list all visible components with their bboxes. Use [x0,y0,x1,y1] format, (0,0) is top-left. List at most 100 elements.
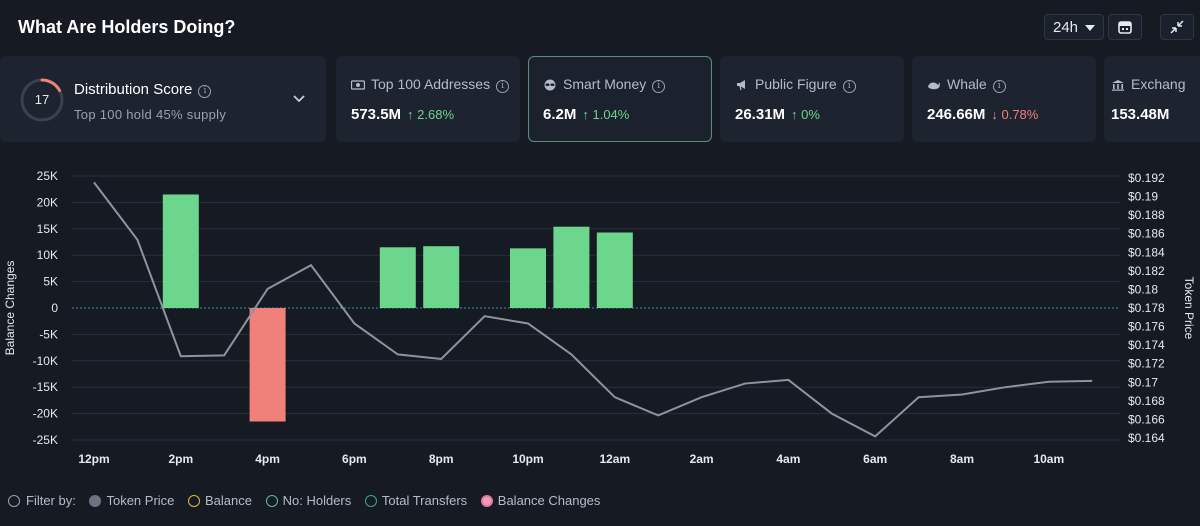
x-tick-label: 6am [863,452,887,466]
filter-label: Filter by: [8,493,76,508]
right-tick-label: $0.17 [1128,375,1158,389]
glasses-icon [544,79,556,91]
card-whale[interactable]: Whale i 246.66M ↓ 0.78% [912,56,1096,142]
right-tick-label: $0.174 [1128,338,1165,352]
time-range-value: 24h [1053,19,1079,36]
bank-icon [1112,80,1124,91]
distribution-score-card[interactable]: 17 Distribution Score i Top 100 hold 45% … [0,56,326,142]
left-tick-label: -10K [33,354,58,368]
x-tick-label: 10am [1033,452,1064,466]
left-tick-label: 0 [51,301,58,315]
x-tick-label: 8pm [429,452,454,466]
left-tick-label: -25K [33,433,58,447]
card-label: Smart Money i [543,76,666,93]
card-value: 573.5M ↑ 2.68% [351,106,455,123]
calendar-button[interactable] [1108,14,1142,40]
info-icon[interactable]: i [842,80,856,93]
x-tick-label: 12pm [78,452,109,466]
holder-category-cards: 17 Distribution Score i Top 100 hold 45% … [0,56,1200,142]
info-icon[interactable]: i [652,80,666,93]
megaphone-icon [737,80,745,91]
card-label: Top 100 Addresses i [350,76,510,93]
card-change: ↑ 2.68% [407,107,455,122]
card-exchange[interactable]: Exchang 153.48M [1104,56,1200,142]
card-value: 153.48M [1111,106,1170,123]
positive-bar [596,232,633,308]
card-value: 246.66M ↓ 0.78% [927,106,1039,123]
x-tick-label: 12am [599,452,630,466]
legend-item-holders[interactable]: No: Holders [265,493,351,508]
left-tick-label: -5K [39,327,58,341]
x-tick-label: 10pm [512,452,543,466]
legend-dot [89,495,102,507]
right-axis-ticks: $0.192 $0.19 $0.188 $0.186 $0.184 $0.182 $0.18… [1128,171,1165,445]
card-value: 6.2M ↑ 1.04% [543,106,630,123]
right-tick-label: $0.166 [1128,412,1165,426]
negative-bar [249,308,286,422]
positive-bar [423,246,460,308]
card-top-100-addresses[interactable]: Top 100 Addresses i 573.5M ↑ 2.68% [336,56,520,142]
info-icon[interactable]: i [992,80,1006,93]
right-tick-label: $0.178 [1128,301,1165,315]
chevron-down-icon [1085,25,1095,31]
legend-dot [265,495,278,507]
left-tick-label: -20K [33,407,58,421]
left-tick-label: 15K [37,222,58,236]
price-polyline [93,181,1093,438]
collapse-icon [1170,20,1184,34]
right-axis-title: Token Price [1182,277,1196,340]
left-tick-label: 20K [37,195,58,209]
legend-dot [188,495,201,507]
card-smart-money[interactable]: Smart Money i 6.2M ↑ 1.04% [528,56,712,142]
left-tick-label: -15K [33,380,58,394]
right-tick-label: $0.168 [1128,394,1165,408]
chevron-down-icon[interactable] [293,95,305,103]
x-tick-label: 2am [690,452,714,466]
header: What Are Holders Doing? 24h [18,14,1194,42]
left-axis-title: Balance Changes [3,261,17,356]
filter-icon [8,495,20,507]
info-icon[interactable]: i [198,85,212,98]
x-tick-label: 2pm [168,452,193,466]
card-label: Exchang [1111,76,1185,92]
distribution-score-label: Distribution Score i [74,81,212,98]
chart-legend: Filter by: Token Price Balance No: Holde… [8,493,610,508]
legend-item-token-price[interactable]: Token Price [89,493,174,508]
x-axis-labels: 12pm 2pm 4pm 6pm 8pm 10pm 12am 2am 4am 6am 8am 10am [78,452,1064,466]
legend-dot [480,495,493,507]
collapse-button[interactable] [1160,14,1194,40]
distribution-score-value: 17 [34,92,50,107]
right-tick-label: $0.184 [1128,245,1165,259]
page-title: What Are Holders Doing? [18,17,236,37]
right-tick-label: $0.176 [1128,320,1165,334]
legend-item-balance-changes[interactable]: Balance Changes [480,493,600,508]
right-tick-label: $0.182 [1128,264,1165,278]
positive-bar [379,247,416,308]
x-tick-label: 4am [776,452,800,466]
right-tick-label: $0.172 [1128,357,1165,371]
info-icon[interactable]: i [496,80,510,93]
legend-dot [364,495,377,507]
positive-bar [553,226,590,308]
card-change: ↓ 0.78% [991,107,1039,122]
balance-changes-chart: 25K 20K 15K 10K 5K 0 -5K -10K -15K -20K -25K $0.19… [3,169,1196,466]
positive-bar [510,248,546,308]
distribution-score-subtitle: Top 100 hold 45% supply [74,107,227,122]
legend-item-total-transfers[interactable]: Total Transfers [364,493,467,508]
calendar-icon [1118,21,1132,34]
left-tick-label: 10K [37,248,58,262]
right-tick-label: $0.18 [1128,282,1158,296]
time-range-dropdown[interactable]: 24h [1044,14,1104,40]
chart-grid [72,175,1120,441]
right-tick-label: $0.164 [1128,431,1165,445]
card-public-figure[interactable]: Public Figure i 26.31M ↑ 0% [720,56,904,142]
card-label: Public Figure i [735,76,856,93]
x-tick-label: 4pm [255,452,280,466]
legend-item-balance[interactable]: Balance [188,493,252,508]
right-tick-label: $0.186 [1128,227,1165,241]
money-icon [350,80,366,90]
card-label: Whale i [927,76,1006,93]
right-tick-label: $0.19 [1128,190,1158,204]
positive-bar [162,194,199,308]
right-tick-label: $0.188 [1128,208,1165,222]
